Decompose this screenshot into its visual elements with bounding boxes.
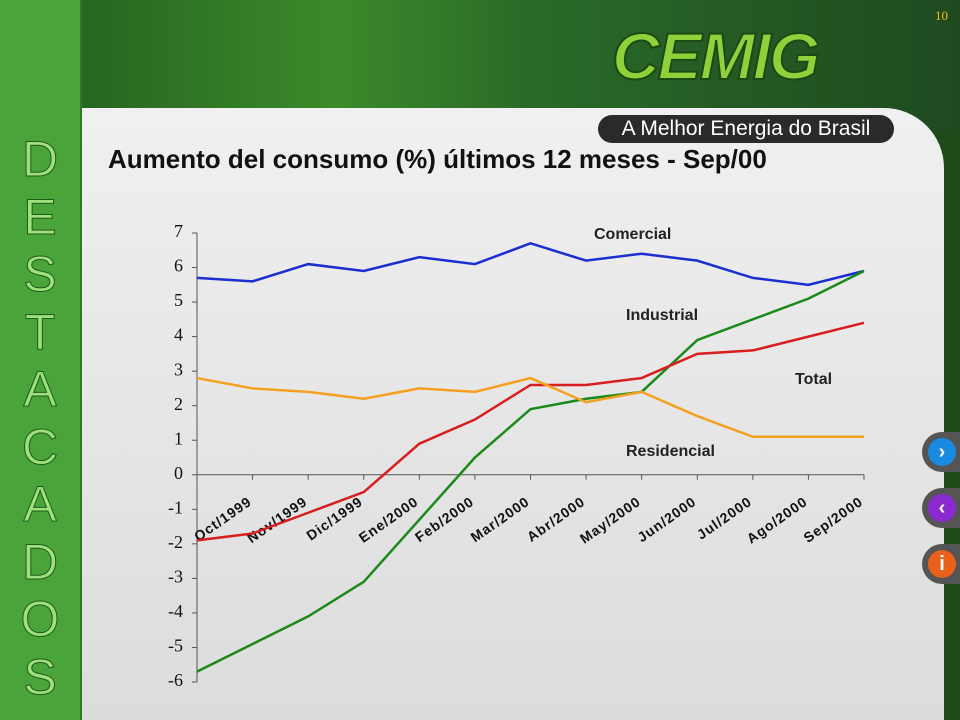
next-button[interactable]: ›: [922, 432, 960, 472]
sidebar-letter: D: [21, 533, 59, 590]
chart-title: Aumento del consumo (%) últimos 12 meses…: [108, 144, 767, 174]
y-tick-label: 2: [174, 394, 183, 414]
sidebar-letter: E: [23, 188, 57, 245]
series-label: Industrial: [626, 307, 698, 324]
y-tick-label: 1: [174, 428, 183, 448]
page-number: 10: [935, 8, 948, 23]
tagline: A Melhor Energia do Brasil: [598, 115, 894, 143]
y-tick-label: -2: [168, 532, 183, 552]
series-label: Total: [795, 371, 832, 388]
y-tick-label: -6: [168, 670, 183, 690]
y-tick-label: 5: [174, 290, 183, 310]
sidebar-letter: S: [23, 246, 57, 303]
x-tick-label: May/2000: [577, 493, 644, 546]
y-tick-label: -4: [168, 601, 183, 621]
series-label: Comercial: [594, 226, 671, 243]
sidebar-letter: S: [23, 648, 57, 705]
y-tick-label: -5: [168, 636, 183, 656]
x-tick-label: Ago/2000: [744, 493, 811, 546]
x-tick-label: Dic/1999: [303, 493, 365, 543]
x-tick-label: Feb/2000: [412, 493, 477, 545]
sidebar-letter: A: [23, 361, 57, 418]
y-tick-label: 4: [174, 325, 183, 345]
x-tick-label: Mar/2000: [468, 493, 533, 545]
y-tick-label: -1: [168, 497, 183, 517]
series-line: [196, 242, 865, 287]
logo: CEMIG: [611, 18, 821, 94]
series-line: [196, 321, 865, 542]
sidebar-letter: O: [20, 591, 60, 648]
x-tick-label: Sep/2000: [800, 493, 865, 546]
y-tick-label: 0: [174, 463, 183, 483]
series-line: [196, 376, 864, 439]
x-tick-label: Jun/2000: [634, 493, 699, 545]
y-tick-label: -3: [168, 567, 183, 587]
series-label: Residencial: [626, 443, 715, 460]
y-tick-label: 7: [174, 221, 183, 241]
y-tick-label: 3: [174, 359, 183, 379]
sidebar-letter: A: [23, 476, 57, 533]
sidebar-letter: D: [21, 131, 59, 188]
content-panel: [82, 108, 944, 720]
x-tick-label: Ene/2000: [356, 493, 421, 546]
sidebar-letter: C: [21, 418, 59, 475]
x-tick-label: Nov/1999: [244, 493, 310, 546]
series-line: [196, 269, 865, 673]
back-button[interactable]: ‹: [922, 488, 960, 528]
info-button[interactable]: i: [922, 544, 960, 584]
sidebar-letter: T: [24, 303, 56, 360]
y-tick-label: 6: [174, 256, 183, 276]
